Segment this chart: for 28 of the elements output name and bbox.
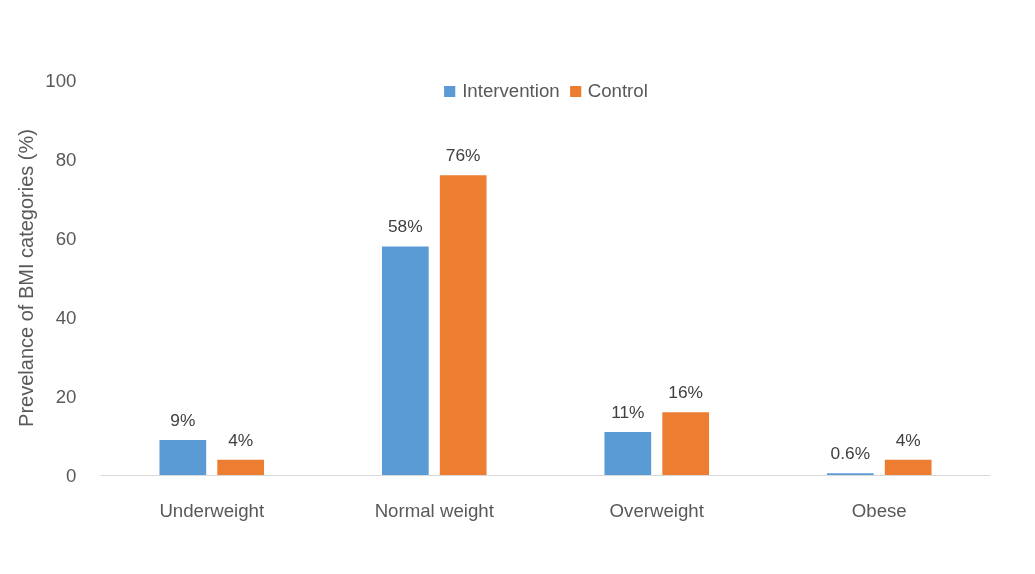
- bar: [604, 432, 652, 476]
- x-tick-label: Normal weight: [374, 499, 495, 521]
- bar: [217, 459, 265, 476]
- y-tick-label: 40: [55, 307, 77, 328]
- bar: [439, 175, 487, 476]
- bar: [381, 246, 429, 476]
- data-label: 4%: [895, 429, 921, 450]
- bar: [159, 439, 207, 476]
- data-label: 0.6%: [830, 443, 871, 464]
- data-label: 9%: [170, 409, 196, 430]
- data-label: 11%: [611, 402, 645, 423]
- legend-label: Intervention: [462, 80, 560, 102]
- y-tick-label: 60: [55, 228, 77, 249]
- data-label: 16%: [668, 382, 704, 403]
- y-axis-title: Prevelance of BMI categories (%): [15, 129, 38, 427]
- y-tick-label: 20: [55, 386, 77, 407]
- data-label: 4%: [228, 429, 254, 450]
- x-tick-label: Underweight: [159, 499, 265, 521]
- x-tick-label: Overweight: [609, 499, 705, 521]
- y-tick-label: 80: [55, 149, 77, 170]
- x-tick-label: Obese: [851, 499, 907, 521]
- y-tick-label: 0: [66, 465, 77, 486]
- y-tick-label: 100: [45, 70, 77, 91]
- data-label: 58%: [387, 216, 423, 237]
- data-label: 76%: [445, 145, 481, 166]
- bar: [662, 412, 710, 476]
- bar: [884, 459, 932, 476]
- legend-label: Control: [587, 80, 648, 102]
